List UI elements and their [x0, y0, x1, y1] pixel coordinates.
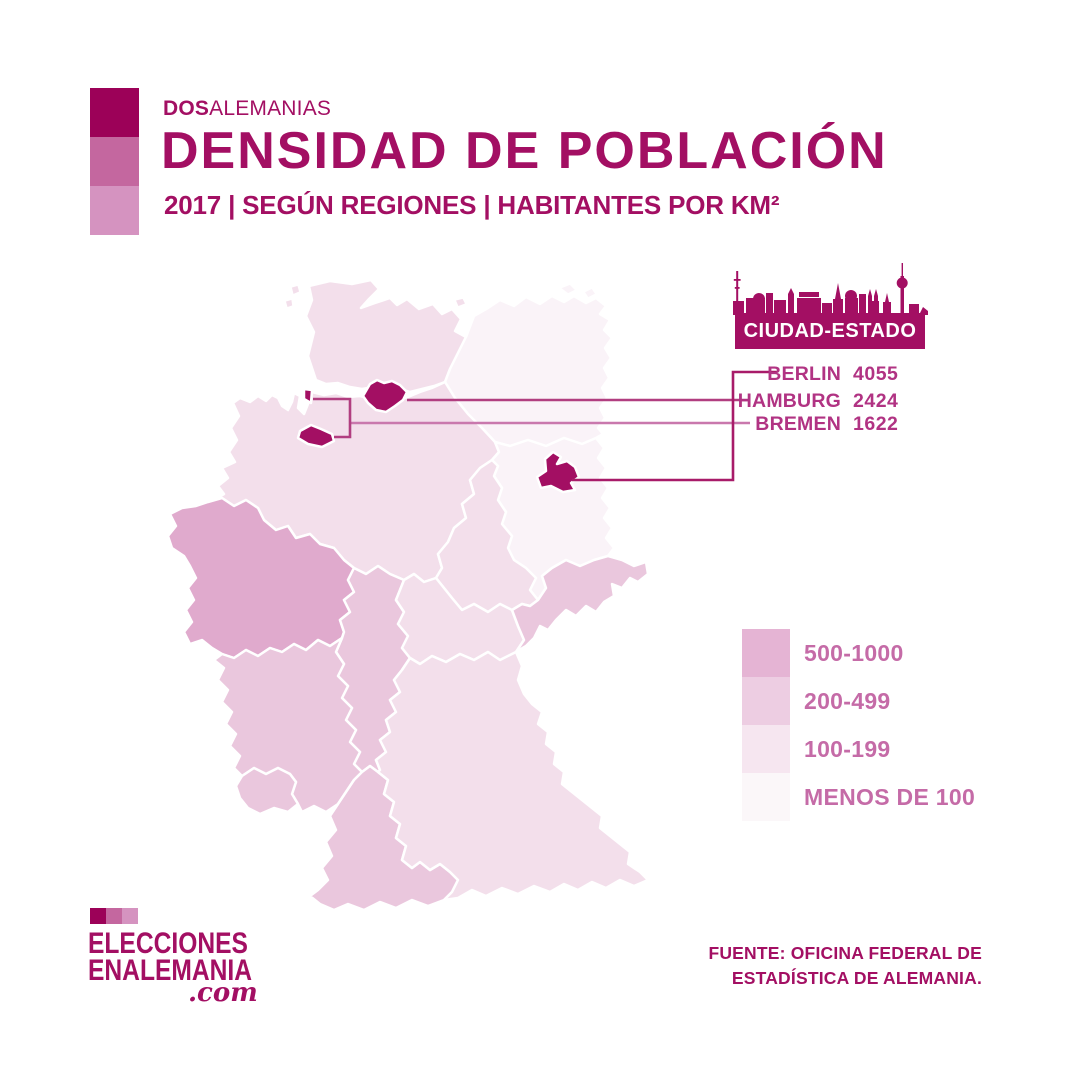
brand-line: DOSALEMANIAS	[163, 97, 331, 121]
logo-line1: ELECCIONES	[88, 927, 248, 960]
logo-square-medium	[106, 908, 122, 924]
callout-berlin-name: BERLIN	[767, 363, 841, 385]
page-title: DENSIDAD DE POBLACIÓN	[161, 122, 888, 180]
legend-swatch-menos-100	[742, 773, 790, 821]
map-region-berlin	[535, 450, 581, 494]
legend-swatch-200-499	[742, 677, 790, 725]
map-island	[559, 283, 577, 295]
logo-square-dark	[90, 908, 106, 924]
berlin-connector-line	[572, 370, 777, 482]
legend-label-200-499: 200-499	[804, 688, 891, 714]
header-square-light	[90, 186, 139, 235]
legend-label-500-1000: 500-1000	[804, 640, 904, 666]
source-attribution: FUENTE: OFICINA FEDERAL DE ESTADÍSTICA D…	[708, 941, 982, 991]
logo-square-light	[122, 908, 138, 924]
map-island	[583, 287, 597, 299]
map-region-bayern	[374, 650, 650, 902]
city-state-box-label: CIUDAD-ESTADO	[735, 313, 925, 349]
source-line2: ESTADÍSTICA DE ALEMANIA.	[731, 968, 982, 988]
map-region-bremen	[296, 423, 336, 449]
logo-line2: ENALEMANIA	[88, 954, 252, 987]
callout-bremen-value: 1622	[853, 413, 899, 435]
header-square-dark	[90, 88, 139, 137]
bremen-bracket-line	[313, 397, 352, 439]
legend-swatch-100-199	[742, 725, 790, 773]
map-region-saarland	[234, 766, 300, 816]
header-square-medium	[90, 137, 139, 186]
logo-dot-com: .com	[188, 978, 258, 1008]
legend-swatch-500-1000	[742, 629, 790, 677]
map-island	[290, 284, 301, 296]
map-region-hamburg	[361, 378, 409, 414]
map-region-sachsen	[510, 554, 650, 654]
callout-hamburg-name: HAMBURG	[737, 390, 841, 412]
brand-bold: DOS	[163, 97, 210, 120]
page-subtitle: 2017 | SEGÚN REGIONES | HABITANTES POR K…	[164, 190, 780, 220]
map-region-bremerhaven	[302, 387, 314, 405]
callout-hamburg-value: 2424	[853, 390, 899, 412]
legend-label-100-199: 100-199	[804, 736, 891, 762]
legend-label-menos-100: MENOS DE 100	[804, 784, 976, 810]
city-skyline-icon	[733, 263, 928, 315]
callout-bremen-name: BREMEN	[755, 413, 841, 435]
source-line1: FUENTE: OFICINA FEDERAL DE	[708, 943, 982, 963]
map-island	[454, 297, 467, 308]
map-island	[284, 298, 294, 309]
callout-berlin-value: 4055	[853, 363, 899, 385]
brand-rest: ALEMANIAS	[209, 97, 332, 120]
